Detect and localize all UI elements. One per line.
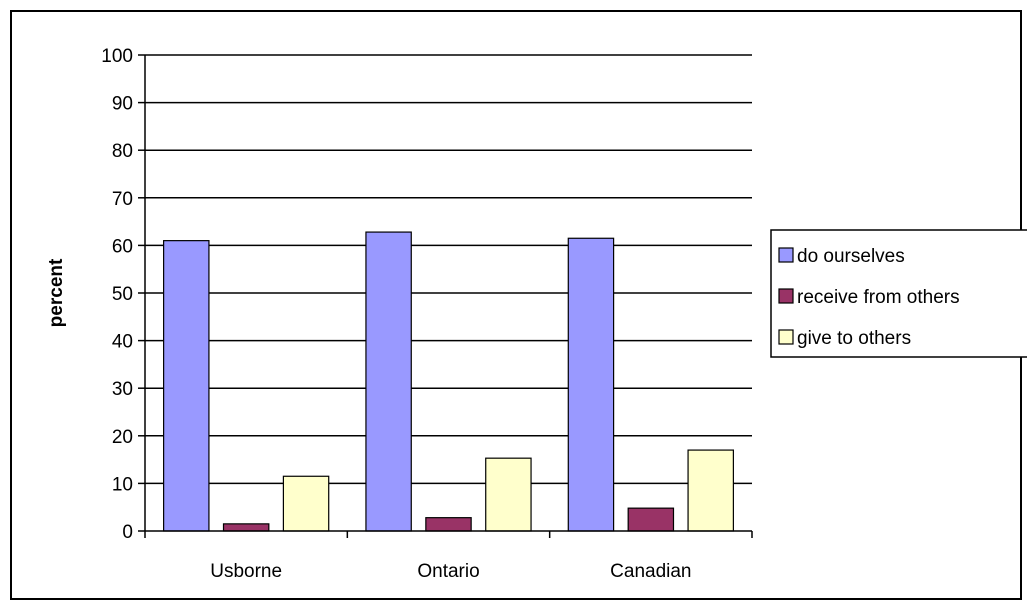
legend-swatch — [778, 288, 794, 304]
y-tick-label: 70 — [112, 189, 133, 210]
y-axis-ticks: 0 10 20 30 40 50 60 70 80 90 100 — [101, 46, 145, 543]
y-tick-label: 10 — [112, 474, 133, 495]
bar-receive-from-others-usborne — [222, 523, 270, 532]
y-tick-label: 40 — [112, 332, 133, 353]
legend-swatch — [778, 329, 794, 345]
legend-label: do ourselves — [797, 246, 905, 267]
bar-do-ourselves-ontario — [365, 231, 412, 532]
legend-label: receive from others — [797, 287, 960, 308]
plot-area: 0 10 20 30 40 50 60 70 80 90 100 Usborne Ontario Can… — [101, 46, 753, 582]
x-axis-ticks: Usborne Ontario Canadian — [144, 531, 753, 582]
bar-do-ourselves-canadian — [567, 237, 615, 532]
y-tick-label: 20 — [112, 427, 133, 448]
legend-box — [770, 229, 1027, 358]
bar-give-to-others-usborne — [282, 475, 330, 532]
bar-do-ourselves-usborne — [163, 240, 210, 532]
bar-give-to-others-canadian — [687, 449, 734, 532]
y-tick-label: 50 — [112, 284, 133, 305]
bar-give-to-others-ontario — [485, 457, 532, 532]
y-tick-label: 30 — [112, 379, 133, 400]
x-tick-label: Canadian — [610, 561, 691, 582]
bar-receive-from-others-canadian — [627, 507, 675, 532]
bar-receive-from-others-ontario — [425, 517, 472, 532]
legend-items: do ourselves receive from others give to o… — [778, 246, 960, 349]
bars — [163, 231, 734, 532]
x-tick-label: Usborne — [210, 561, 282, 582]
gridlines — [145, 54, 752, 485]
x-tick-label: Ontario — [417, 561, 479, 582]
y-tick-label: 80 — [112, 141, 133, 162]
legend: do ourselves receive from others give to o… — [770, 229, 1027, 358]
y-tick-label: 60 — [112, 236, 133, 257]
legend-label: give to others — [797, 328, 911, 349]
legend-swatch — [778, 247, 794, 263]
y-tick-label: 90 — [112, 94, 133, 115]
y-tick-label: 0 — [122, 522, 133, 543]
y-tick-label: 100 — [101, 46, 133, 67]
y-axis-title: percent — [46, 258, 67, 327]
